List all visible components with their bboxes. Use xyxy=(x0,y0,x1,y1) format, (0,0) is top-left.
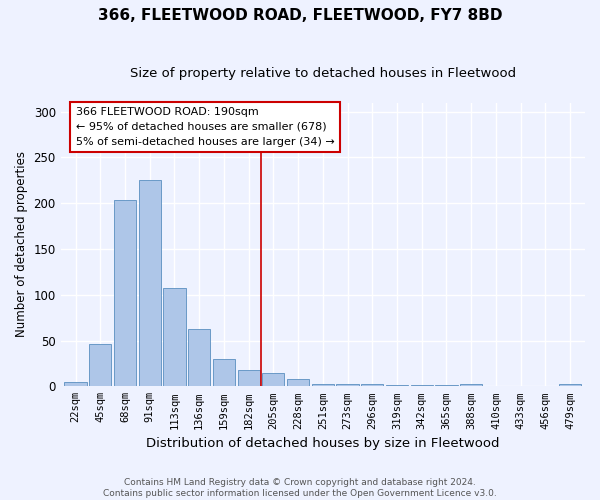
Bar xyxy=(238,370,260,386)
Bar xyxy=(89,344,112,387)
Bar xyxy=(460,384,482,386)
Bar xyxy=(213,359,235,386)
Bar xyxy=(64,382,86,386)
Bar xyxy=(337,384,359,386)
Bar xyxy=(163,288,185,386)
Bar xyxy=(114,200,136,386)
Bar xyxy=(361,384,383,386)
Bar xyxy=(139,180,161,386)
Bar xyxy=(559,384,581,386)
Bar xyxy=(287,379,309,386)
Text: 366 FLEETWOOD ROAD: 190sqm
← 95% of detached houses are smaller (678)
5% of semi: 366 FLEETWOOD ROAD: 190sqm ← 95% of deta… xyxy=(76,107,334,146)
Text: Contains HM Land Registry data © Crown copyright and database right 2024.
Contai: Contains HM Land Registry data © Crown c… xyxy=(103,478,497,498)
Text: 366, FLEETWOOD ROAD, FLEETWOOD, FY7 8BD: 366, FLEETWOOD ROAD, FLEETWOOD, FY7 8BD xyxy=(98,8,502,22)
Bar xyxy=(312,384,334,386)
Bar xyxy=(188,328,210,386)
Y-axis label: Number of detached properties: Number of detached properties xyxy=(15,152,28,338)
X-axis label: Distribution of detached houses by size in Fleetwood: Distribution of detached houses by size … xyxy=(146,437,500,450)
Bar xyxy=(262,372,284,386)
Title: Size of property relative to detached houses in Fleetwood: Size of property relative to detached ho… xyxy=(130,68,516,80)
